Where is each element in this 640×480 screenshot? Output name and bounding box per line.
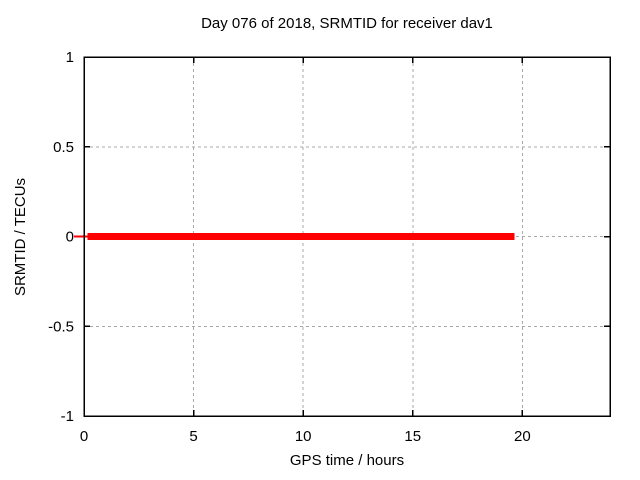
chart-title: Day 076 of 2018, SRMTID for receiver dav… [201,15,493,32]
x-tick-label: 20 [514,428,531,445]
y-tick-label: 0.5 [53,139,74,156]
y-tick-label: 1 [66,49,74,66]
x-tick-label: 5 [189,428,197,445]
y-tick-label: 0 [66,229,74,246]
x-tick-label: 0 [80,428,88,445]
plot-border [83,56,611,417]
x-tick-label: 15 [404,428,421,445]
x-tick-label: 10 [295,428,312,445]
y-tick-label: -1 [61,408,74,425]
x-axis-label: GPS time / hours [289,452,405,469]
y-tick-label: -0.5 [48,318,74,335]
